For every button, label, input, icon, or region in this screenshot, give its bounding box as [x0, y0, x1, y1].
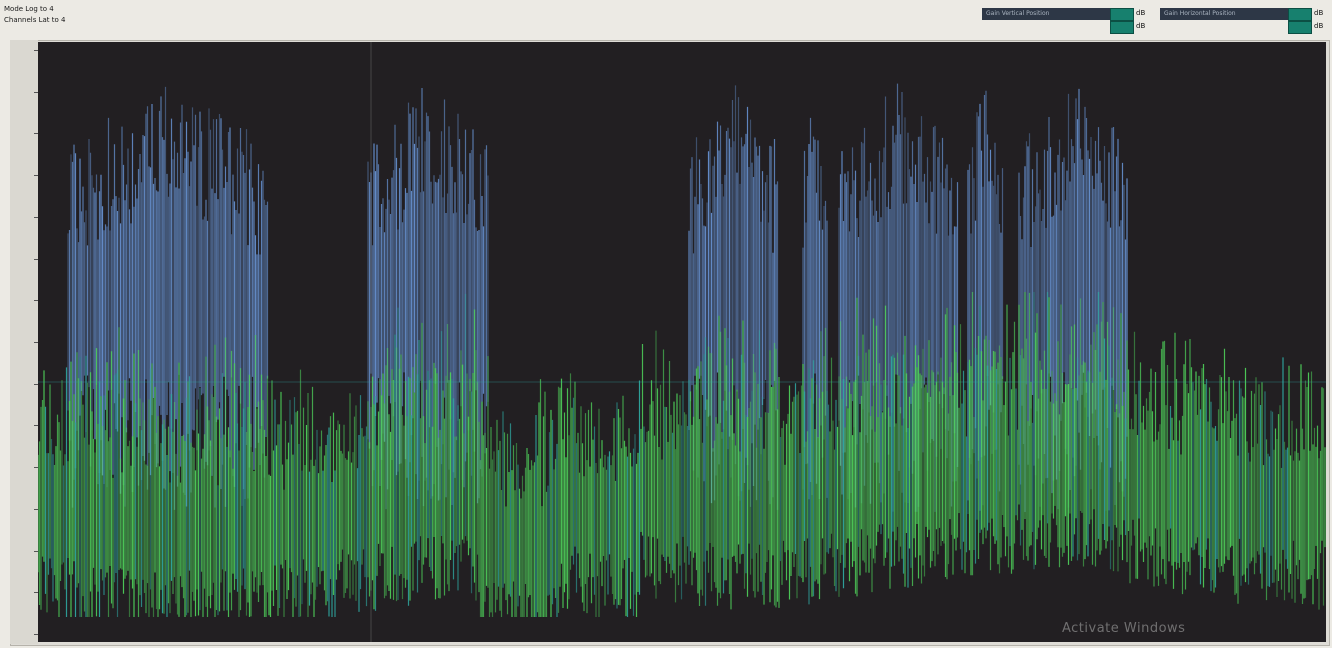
y-tick-mark: [34, 133, 38, 135]
horizontal-gain-value-1[interactable]: [1288, 8, 1312, 21]
activation-watermark: Activate Windows: [1062, 621, 1186, 636]
vertical-gain-unit-1: dB: [1136, 9, 1146, 17]
horizontal-gain-unit-1: dB: [1314, 9, 1324, 17]
y-tick-mark: [34, 258, 38, 260]
horizontal-gain-value-2[interactable]: [1288, 21, 1312, 34]
y-tick-mark: [34, 550, 38, 552]
y-tick-mark: [34, 592, 38, 594]
vertical-gain-value-1[interactable]: [1110, 8, 1134, 21]
y-tick-mark: [34, 175, 38, 177]
vertical-gain-value-2[interactable]: [1110, 21, 1134, 34]
y-tick-mark: [34, 383, 38, 385]
vertical-gain-control: Gain Vertical Position dB dB: [982, 8, 1160, 38]
low-band-traces: [38, 292, 1326, 617]
y-tick-mark: [34, 508, 38, 510]
spectrum-plot[interactable]: [38, 42, 1326, 642]
mode-label: Mode Log to 4: [4, 5, 54, 13]
y-tick-mark: [34, 425, 38, 427]
y-tick-mark: [34, 50, 38, 51]
vertical-gain-label: Gain Vertical Position: [982, 8, 1118, 20]
horizontal-gain-control: Gain Horizontal Position dB dB: [1160, 8, 1332, 38]
y-tick-mark: [34, 91, 38, 93]
horizontal-gain-unit-2: dB: [1314, 22, 1324, 30]
y-tick-mark: [34, 634, 38, 635]
y-tick-mark: [34, 342, 38, 343]
horizontal-gain-label: Gain Horizontal Position: [1160, 8, 1294, 20]
toolbar: Mode Log to 4 Channels Lat to 4 Gain Ver…: [0, 0, 1332, 38]
y-tick-mark: [34, 467, 38, 469]
y-tick-mark: [34, 300, 38, 302]
y-axis: [10, 40, 38, 644]
spectrum-waveform: [38, 42, 1326, 642]
channels-label: Channels Lat to 4: [4, 16, 66, 24]
vertical-gain-unit-2: dB: [1136, 22, 1146, 30]
y-tick-mark: [34, 216, 38, 218]
